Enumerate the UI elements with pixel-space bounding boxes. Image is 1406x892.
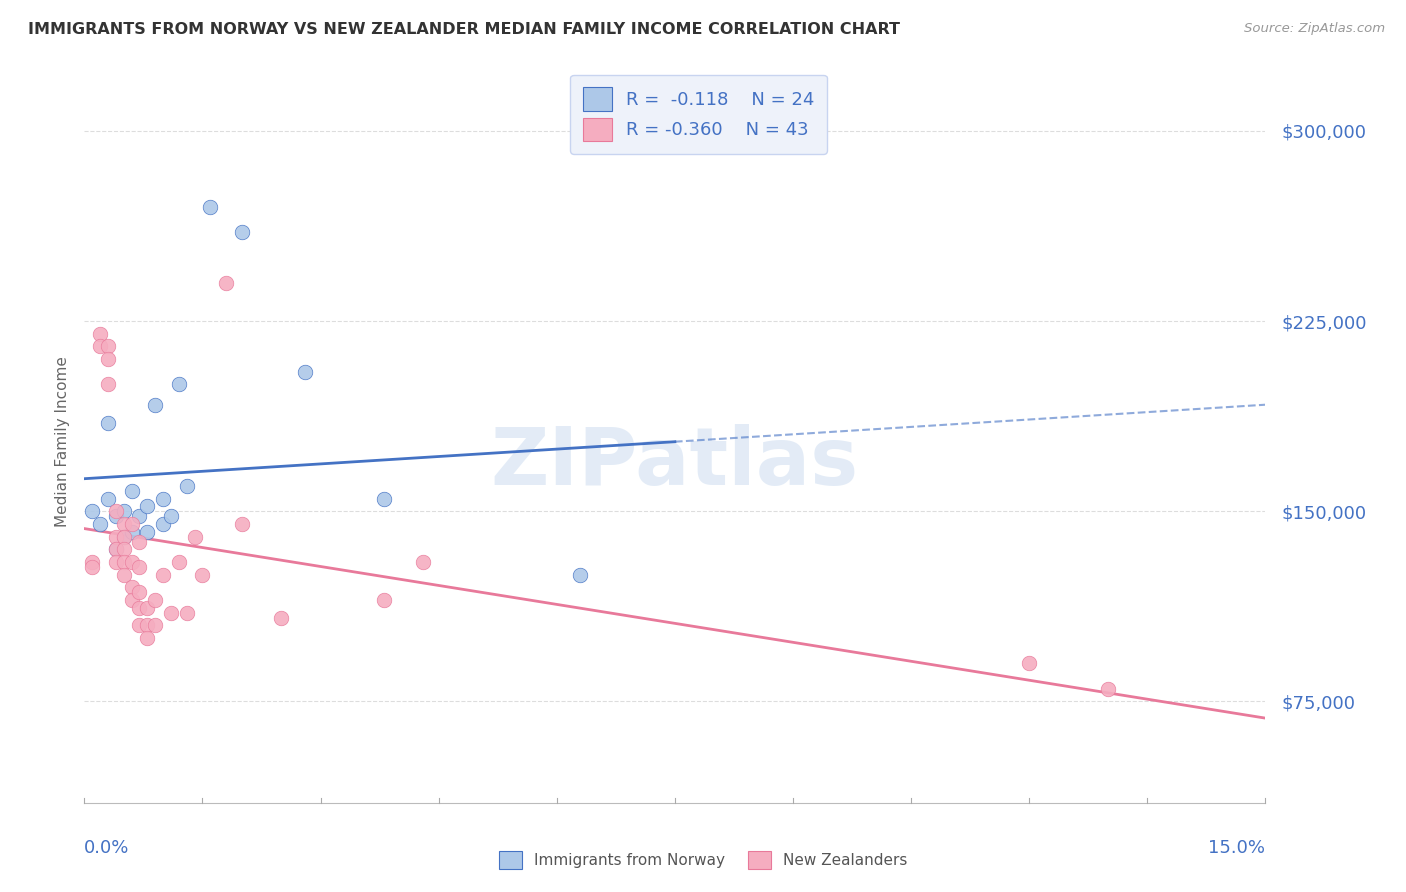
- Point: [128, 560, 150, 574]
- Point: [167, 377, 190, 392]
- Point: [121, 524, 143, 539]
- Point: [231, 516, 253, 531]
- Point: [89, 326, 111, 341]
- Point: [294, 365, 316, 379]
- Point: [176, 479, 198, 493]
- Point: [89, 516, 111, 531]
- Point: [160, 509, 183, 524]
- Point: [104, 555, 127, 569]
- Point: [412, 555, 434, 569]
- Point: [97, 377, 120, 392]
- Point: [82, 560, 104, 574]
- Point: [143, 398, 166, 412]
- Text: IMMIGRANTS FROM NORWAY VS NEW ZEALANDER MEDIAN FAMILY INCOME CORRELATION CHART: IMMIGRANTS FROM NORWAY VS NEW ZEALANDER …: [28, 22, 900, 37]
- Point: [1097, 681, 1119, 696]
- Text: ZIPatlas: ZIPatlas: [491, 425, 859, 502]
- Point: [128, 534, 150, 549]
- Y-axis label: Median Family Income: Median Family Income: [55, 356, 70, 527]
- Point: [128, 585, 150, 599]
- Point: [121, 516, 143, 531]
- Text: 0.0%: 0.0%: [84, 838, 129, 857]
- Point: [112, 516, 135, 531]
- Point: [121, 483, 143, 498]
- Point: [569, 567, 592, 582]
- Point: [97, 339, 120, 353]
- Point: [128, 600, 150, 615]
- Point: [373, 491, 395, 506]
- Text: Source: ZipAtlas.com: Source: ZipAtlas.com: [1244, 22, 1385, 36]
- Point: [121, 555, 143, 569]
- Point: [136, 499, 159, 513]
- Point: [136, 600, 159, 615]
- Point: [200, 200, 222, 214]
- Point: [1018, 657, 1040, 671]
- Point: [89, 339, 111, 353]
- Point: [270, 611, 292, 625]
- Point: [167, 555, 190, 569]
- Point: [82, 555, 104, 569]
- Point: [191, 567, 214, 582]
- Point: [112, 567, 135, 582]
- Point: [143, 593, 166, 607]
- Point: [97, 352, 120, 367]
- Point: [176, 606, 198, 620]
- Point: [104, 530, 127, 544]
- Point: [215, 276, 238, 290]
- Point: [136, 524, 159, 539]
- Point: [121, 580, 143, 594]
- Point: [160, 606, 183, 620]
- Point: [104, 542, 127, 557]
- Point: [152, 516, 174, 531]
- Point: [112, 530, 135, 544]
- Point: [121, 593, 143, 607]
- Point: [152, 567, 174, 582]
- Point: [82, 504, 104, 518]
- Point: [112, 555, 135, 569]
- Point: [373, 593, 395, 607]
- Point: [231, 226, 253, 240]
- Point: [128, 618, 150, 632]
- Point: [104, 509, 127, 524]
- Point: [136, 618, 159, 632]
- Point: [112, 504, 135, 518]
- Point: [143, 618, 166, 632]
- Legend: R =  -0.118    N = 24, R = -0.360    N = 43: R = -0.118 N = 24, R = -0.360 N = 43: [569, 75, 827, 153]
- Point: [183, 530, 205, 544]
- Point: [112, 542, 135, 557]
- Point: [152, 491, 174, 506]
- Point: [128, 509, 150, 524]
- Text: 15.0%: 15.0%: [1208, 838, 1265, 857]
- Point: [112, 530, 135, 544]
- Point: [136, 631, 159, 645]
- Point: [104, 542, 127, 557]
- Point: [97, 416, 120, 430]
- Point: [104, 504, 127, 518]
- Point: [97, 491, 120, 506]
- Legend: Immigrants from Norway, New Zealanders: Immigrants from Norway, New Zealanders: [492, 845, 914, 875]
